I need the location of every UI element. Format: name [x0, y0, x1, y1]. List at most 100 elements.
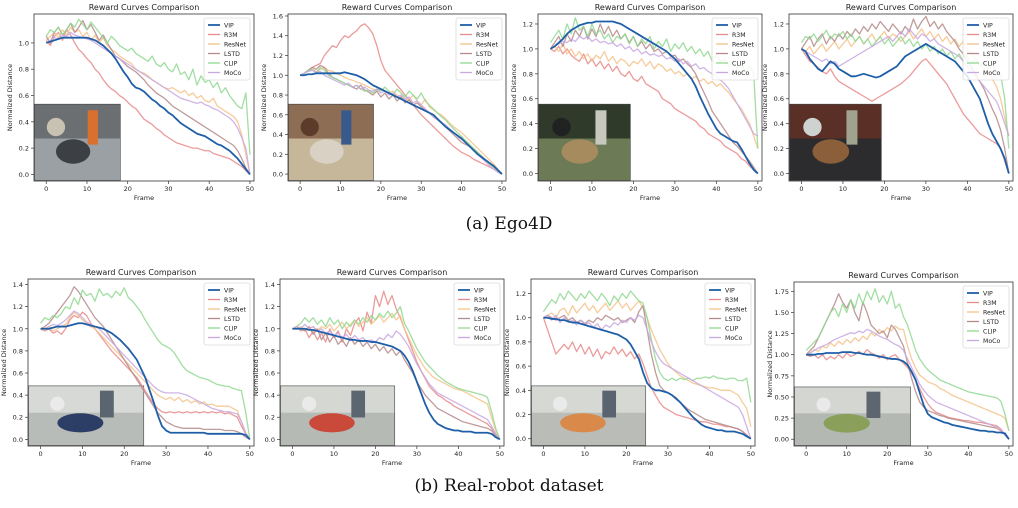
- series-line-r3m: [40, 311, 251, 440]
- x-tick-label: 0: [38, 450, 42, 458]
- legend-label: ResNet: [474, 306, 496, 313]
- y-axis-label: Normalized Distance: [761, 64, 769, 131]
- chart-title: Reward Curves Comparison: [846, 3, 957, 12]
- y-tick-label: 0.4: [265, 392, 275, 400]
- x-tick-label: 10: [588, 185, 596, 193]
- inset-upper: [288, 104, 374, 139]
- legend-label: ResNet: [224, 41, 246, 48]
- y-tick-label: 1.0: [13, 325, 23, 333]
- chart-panel-6: Reward Curves Comparison 0.0 0.2 0.4 0.6 0.8 1…: [252, 268, 505, 467]
- x-tick-label: 40: [457, 185, 465, 193]
- y-tick-label: 0.8: [523, 70, 533, 78]
- y-tick-label: 0.0: [273, 171, 283, 179]
- y-tick-label: 0.4: [774, 120, 784, 128]
- y-tick-label: 0.6: [273, 111, 283, 119]
- legend-box: [962, 17, 1010, 81]
- y-tick-label: 1.2: [523, 20, 533, 28]
- x-tick-label: 50: [754, 185, 762, 193]
- y-tick-label: 1.0: [265, 325, 275, 333]
- inset-object: [552, 117, 571, 137]
- legend-label: VIP: [224, 287, 234, 294]
- legend-box: [203, 282, 251, 346]
- y-axis-label: Normalized Distance: [510, 64, 518, 131]
- series-line-vip: [549, 20, 759, 175]
- inset-object: [816, 397, 831, 412]
- x-axis-label: Frame: [387, 194, 407, 202]
- series-line-moco: [550, 35, 759, 137]
- x-tick-label: 20: [622, 450, 630, 458]
- y-axis-label: Normalized Distance: [260, 64, 268, 131]
- x-tick-label: 30: [413, 450, 421, 458]
- legend: VIP R3M ResNet LSTD CLIP MoCo: [704, 282, 752, 346]
- series-line-moco: [805, 328, 1010, 440]
- x-tick-label: 50: [747, 450, 755, 458]
- x-tick-label: 10: [83, 185, 91, 193]
- x-tick-label: 40: [454, 450, 462, 458]
- series-line-vip: [300, 71, 503, 175]
- x-tick-label: 30: [922, 185, 930, 193]
- x-axis-label: Frame: [134, 194, 154, 202]
- legend-label: MoCo: [474, 335, 491, 342]
- x-tick-label: 40: [705, 450, 713, 458]
- legend-label: VIP: [476, 22, 486, 29]
- legend: VIP R3M ResNet LSTD CLIP MoCo: [455, 17, 503, 81]
- y-tick-label: 0.2: [516, 411, 526, 419]
- legend-label: ResNet: [476, 41, 498, 48]
- legend-label: LSTD: [476, 51, 492, 58]
- legend-label: CLIP: [983, 328, 997, 335]
- legend-label: VIP: [725, 287, 735, 294]
- legend-label: VIP: [983, 22, 993, 29]
- legend-label: CLIP: [474, 325, 488, 332]
- x-axis-label: Frame: [382, 459, 402, 467]
- y-tick-label: 1.0: [516, 314, 526, 322]
- legend-label: ResNet: [983, 41, 1005, 48]
- y-tick-label: 0.0: [19, 171, 29, 179]
- legend-label: MoCo: [732, 70, 749, 77]
- inset-upper: [531, 385, 646, 413]
- inset-upper: [794, 386, 911, 414]
- inset-object: [50, 396, 65, 411]
- inset-object: [552, 396, 568, 411]
- legend-label: MoCo: [224, 70, 241, 77]
- chart-title: Reward Curves Comparison: [337, 268, 448, 277]
- y-tick-label: 0.6: [265, 370, 275, 378]
- x-tick-label: 0: [548, 185, 552, 193]
- x-tick-label: 10: [330, 450, 338, 458]
- inset-object: [341, 110, 352, 145]
- y-axis-label: Normalized Distance: [6, 64, 14, 131]
- inset-object: [560, 413, 606, 433]
- y-tick-label: 0.6: [523, 95, 533, 103]
- inset-object: [595, 110, 607, 145]
- chart-panel-1: Reward Curves Comparison 0.0 0.2 0.4 0.6 0.8 1…: [6, 3, 255, 202]
- chart-title: Reward Curves Comparison: [588, 268, 699, 277]
- chart-title: Reward Curves Comparison: [89, 3, 200, 12]
- y-tick-label: 1.0: [523, 45, 533, 53]
- inset-photo: [538, 103, 631, 181]
- series-line-resnet: [292, 312, 501, 440]
- inset-object: [602, 390, 617, 418]
- legend: VIP R3M ResNet LSTD CLIP MoCo: [453, 282, 501, 346]
- x-tick-label: 40: [204, 450, 212, 458]
- legend-label: LSTD: [983, 51, 999, 58]
- series-line-resnet: [45, 26, 251, 175]
- x-tick-label: 20: [371, 450, 379, 458]
- y-tick-label: 1.0: [774, 45, 784, 53]
- x-tick-label: 0: [799, 185, 803, 193]
- legend-label: CLIP: [224, 325, 238, 332]
- legend-label: LSTD: [224, 316, 240, 323]
- inset-object: [823, 413, 870, 433]
- y-tick-label: 0.0: [523, 170, 533, 178]
- y-axis-label: Normalized Distance: [0, 329, 8, 396]
- y-tick-label: 0.2: [13, 414, 23, 422]
- x-tick-label: 20: [880, 185, 888, 193]
- inset-object: [309, 139, 344, 164]
- x-axis-label: Frame: [893, 459, 913, 467]
- inset-object: [55, 139, 91, 164]
- chart-title: Reward Curves Comparison: [595, 3, 706, 12]
- chart-panel-4: Reward Curves Comparison 0.0 0.2 0.4 0.6 0.8 1…: [761, 3, 1014, 202]
- inset-upper: [538, 104, 631, 139]
- legend-label: MoCo: [476, 70, 493, 77]
- legend-label: CLIP: [725, 325, 739, 332]
- series-line-r3m: [45, 29, 251, 175]
